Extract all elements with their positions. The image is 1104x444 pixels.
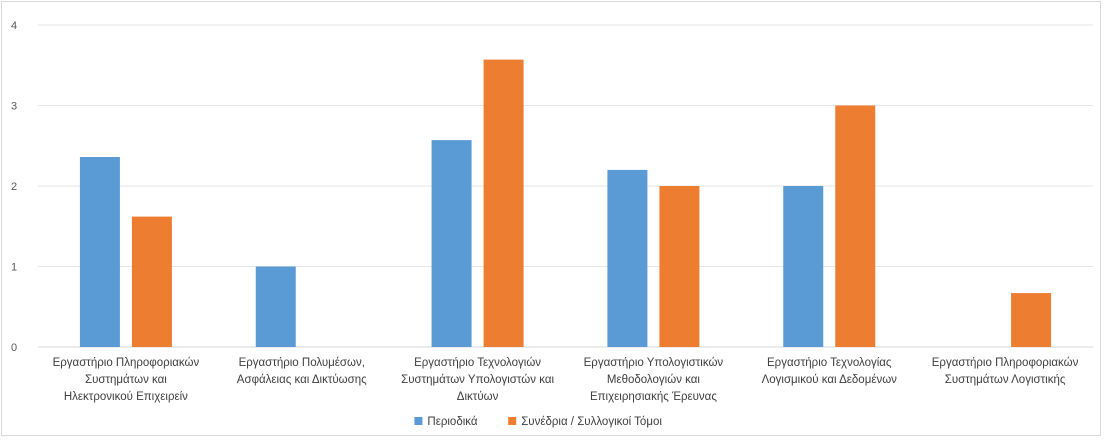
- x-tick-label: Συστημάτων Υπολογιστών και: [401, 374, 554, 386]
- y-axis: 0 1 2 3 4: [11, 20, 17, 354]
- x-tick-label: Εργαστήριο Τεχνολογιών: [414, 357, 541, 369]
- x-tick-label: Συστημάτων και: [85, 374, 167, 386]
- bar-synedria-2: [483, 59, 524, 348]
- x-tick-label: Επιχειρησιακής Έρευνας: [590, 391, 717, 403]
- y-tick-label: 1: [11, 262, 17, 274]
- bar-synedria-3: [659, 186, 700, 347]
- x-tick-label: Λογισμικού και Δεδομένων: [762, 374, 898, 386]
- x-tick-label: Εργαστήριο Πληροφοριακών: [932, 357, 1079, 369]
- x-tick-label: Μεθοδολογιών και: [607, 374, 701, 386]
- bar-synedria-5: [1011, 293, 1052, 347]
- bar-synedria-4: [835, 105, 876, 347]
- bar-periodika-1: [255, 266, 296, 347]
- bar-periodika-4: [783, 186, 824, 347]
- legend-swatch: [508, 417, 517, 425]
- bar-periodika-2: [431, 140, 472, 347]
- gridlines: [38, 24, 1093, 348]
- x-tick-label: Εργαστήριο Πληροφοριακών: [53, 357, 200, 369]
- legend-label: Περιοδικά: [427, 416, 477, 428]
- bar-synedria-0: [131, 216, 172, 347]
- bar-periodika-0: [79, 157, 120, 347]
- legend-swatch: [414, 417, 423, 425]
- y-tick-label: 3: [11, 101, 17, 113]
- bar-periodika-3: [607, 169, 648, 347]
- x-tick-label: Ηλεκτρονικού Επιχειρείν: [64, 391, 188, 403]
- y-tick-label: 2: [11, 181, 17, 193]
- x-tick-label: Δικτύων: [457, 391, 499, 403]
- x-tick-label: Εργαστήριο Τεχνολογίας: [767, 357, 892, 369]
- legend: Περιοδικά Συνέδρια / Συλλογικοί Τόμοι: [414, 416, 662, 428]
- x-axis: Εργαστήριο Πληροφοριακών Συστημάτων και Ηλ…: [53, 357, 1079, 403]
- x-tick-label: Ασφάλειας και Δικτύωσης: [237, 374, 367, 386]
- chart-border: [1, 1, 1101, 436]
- y-tick-label: 4: [11, 20, 17, 32]
- legend-label: Συνέδρια / Συλλογικοί Τόμοι: [521, 416, 662, 428]
- x-tick-label: Συστημάτων Λογιστικής: [945, 374, 1066, 386]
- x-tick-label: Εργαστήριο Πολυμέσων,: [239, 357, 365, 369]
- y-tick-label: 0: [11, 342, 17, 354]
- x-tick-label: Εργαστήριο Υπολογιστικών: [584, 357, 724, 369]
- bars: [79, 59, 1052, 348]
